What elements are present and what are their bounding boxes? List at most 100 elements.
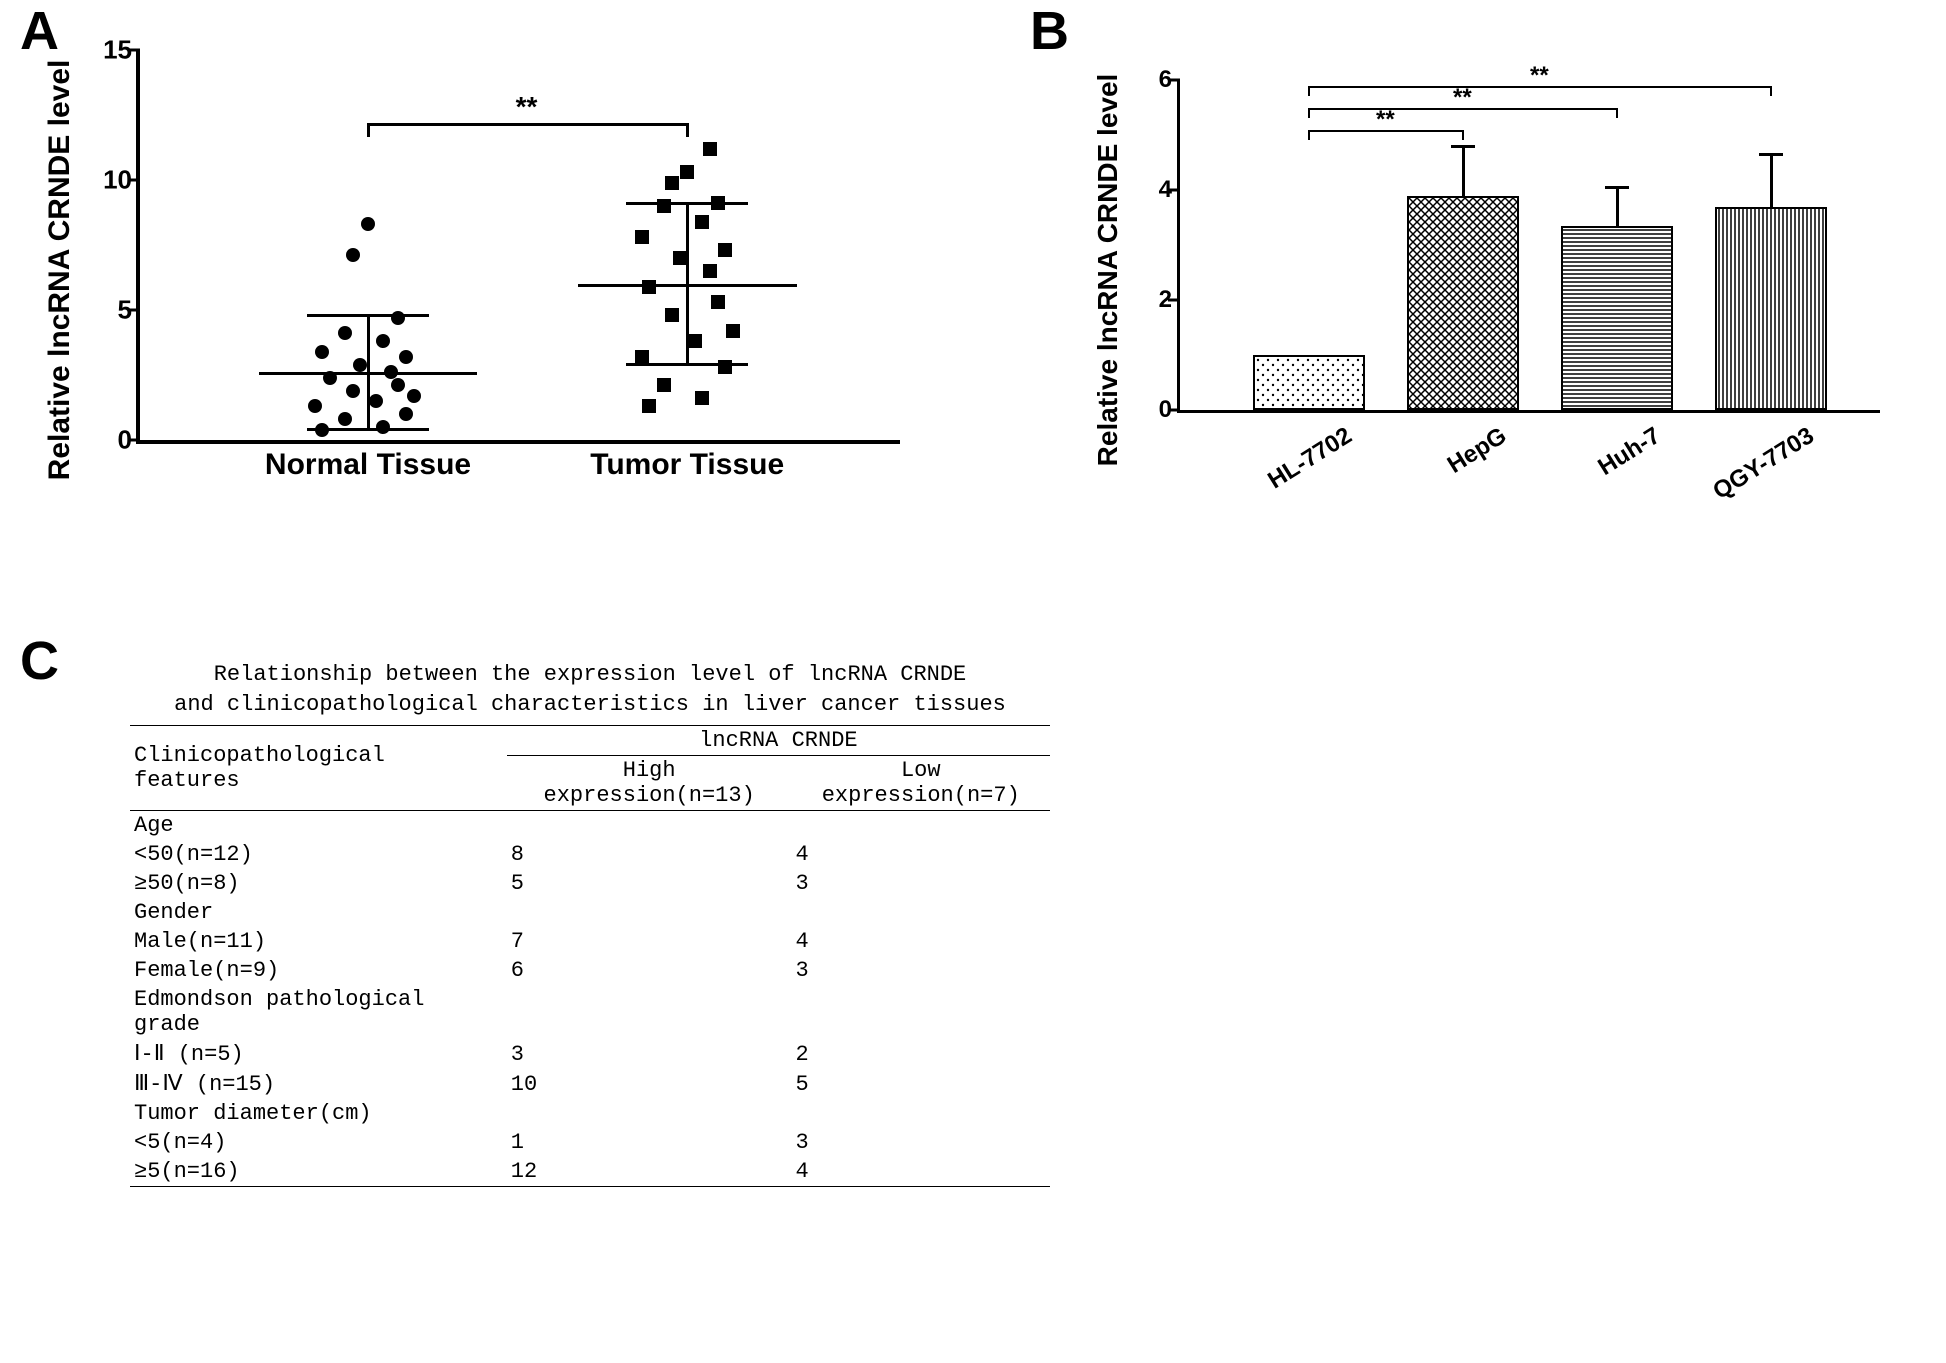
table-group: Tumor diameter(cm) [130, 1099, 507, 1128]
data-point [726, 324, 740, 338]
panel-b-category-label: HL-7702 [1263, 422, 1357, 495]
table-group: Age [130, 811, 507, 841]
data-point [688, 334, 702, 348]
significance-marker: ** [1453, 84, 1472, 112]
data-point [399, 407, 413, 421]
data-point [657, 199, 671, 213]
table-row-label: Female(n=9) [130, 956, 507, 985]
panel-a-ytick: 5 [118, 295, 140, 326]
data-point [680, 165, 694, 179]
table-cell-high: 5 [507, 869, 792, 898]
data-point [346, 384, 360, 398]
data-point [711, 295, 725, 309]
table-cell-high: 8 [507, 840, 792, 869]
data-point [657, 378, 671, 392]
data-point [642, 280, 656, 294]
panel-b-category-label: HepG [1442, 422, 1511, 480]
panel-a-scatter: Relative lncRNA CRNDE level 051015Normal… [70, 30, 930, 510]
data-point [315, 423, 329, 437]
table-cell-low: 5 [792, 1069, 1050, 1099]
data-point [361, 217, 375, 231]
table-row-label: Male(n=11) [130, 927, 507, 956]
data-point [369, 394, 383, 408]
table-row-label: <5(n=4) [130, 1128, 507, 1157]
data-point [635, 350, 649, 364]
table-row-label: Ⅲ-Ⅳ (n=15) [130, 1069, 507, 1099]
data-point [718, 243, 732, 257]
data-point [399, 350, 413, 364]
data-point [308, 399, 322, 413]
data-point [703, 264, 717, 278]
data-point [391, 311, 405, 325]
bar-Huh-7 [1561, 226, 1673, 410]
panel-a-ylabel: Relative lncRNA CRNDE level [43, 60, 77, 481]
data-point [635, 230, 649, 244]
table-cell-low: 3 [792, 869, 1050, 898]
col2-header: High expression(n=13) [507, 756, 792, 811]
data-point [718, 360, 732, 374]
panel-b-ytick: 4 [1159, 176, 1180, 204]
clinicopathological-table: Clinicopathological features lncRNA CRND… [130, 725, 1050, 1187]
table-cell-low: 4 [792, 1157, 1050, 1187]
data-point [376, 334, 390, 348]
col1-header: Clinicopathological features [130, 726, 507, 811]
data-point [711, 196, 725, 210]
table-group: Edmondson pathological grade [130, 985, 507, 1039]
data-point [338, 412, 352, 426]
panel-b-category-label: QGY-7703 [1708, 422, 1819, 506]
table-cell-high: 12 [507, 1157, 792, 1187]
table-row-label: Ⅰ-Ⅱ (n=5) [130, 1039, 507, 1069]
col3-header: Low expression(n=7) [792, 756, 1050, 811]
table-cell-low: 4 [792, 927, 1050, 956]
col-group-header: lncRNA CRNDE [507, 726, 1050, 756]
significance-marker: ** [1530, 62, 1549, 90]
panel-b-ytick: 0 [1159, 396, 1180, 424]
data-point [665, 176, 679, 190]
panel-b-plot-area: 0246HL-7702HepGHuh-7QGY-7703****** [1180, 80, 1880, 410]
panel-label-a: A [20, 0, 59, 62]
bar-HepG [1407, 196, 1519, 411]
panel-c-table: Relationship between the expression leve… [130, 660, 1050, 1187]
data-point [695, 391, 709, 405]
data-point [353, 358, 367, 372]
significance-marker: ** [516, 91, 538, 123]
panel-b-barchart: Relative lncRNA CRNDE level 0246HL-7702 [1120, 50, 1900, 490]
panel-a-category-label: Tumor Tissue [590, 448, 784, 482]
panel-a-ytick: 10 [103, 165, 140, 196]
bar-HL-7702 [1253, 355, 1365, 410]
data-point [346, 248, 360, 262]
panel-c-title: Relationship between the expression leve… [130, 660, 1050, 719]
data-point [665, 308, 679, 322]
table-cell-low: 4 [792, 840, 1050, 869]
panel-a-category-label: Normal Tissue [265, 448, 471, 482]
data-point [384, 365, 398, 379]
table-row-label: ≥5(n=16) [130, 1157, 507, 1187]
data-point [695, 215, 709, 229]
table-cell-low: 3 [792, 1128, 1050, 1157]
data-point [642, 399, 656, 413]
panel-a-ytick: 0 [118, 425, 140, 456]
panel-b-ytick: 2 [1159, 286, 1180, 314]
panel-b-ytick: 6 [1159, 66, 1180, 94]
panel-label-c: C [20, 630, 59, 692]
panel-a-plot-area: 051015Normal TissueTumor Tissue** [140, 50, 900, 440]
table-cell-high: 3 [507, 1039, 792, 1069]
significance-marker: ** [1376, 106, 1395, 134]
data-point [376, 420, 390, 434]
data-point [673, 251, 687, 265]
table-row-label: ≥50(n=8) [130, 869, 507, 898]
table-cell-high: 6 [507, 956, 792, 985]
data-point [338, 326, 352, 340]
data-point [323, 371, 337, 385]
data-point [315, 345, 329, 359]
data-point [391, 378, 405, 392]
table-row-label: <50(n=12) [130, 840, 507, 869]
data-point [703, 142, 717, 156]
table-cell-low: 3 [792, 956, 1050, 985]
table-cell-high: 1 [507, 1128, 792, 1157]
table-cell-low: 2 [792, 1039, 1050, 1069]
panel-label-b: B [1030, 0, 1069, 62]
panel-a-ytick: 15 [103, 35, 140, 66]
panel-b-ylabel: Relative lncRNA CRNDE level [1092, 74, 1124, 467]
table-group: Gender [130, 898, 507, 927]
